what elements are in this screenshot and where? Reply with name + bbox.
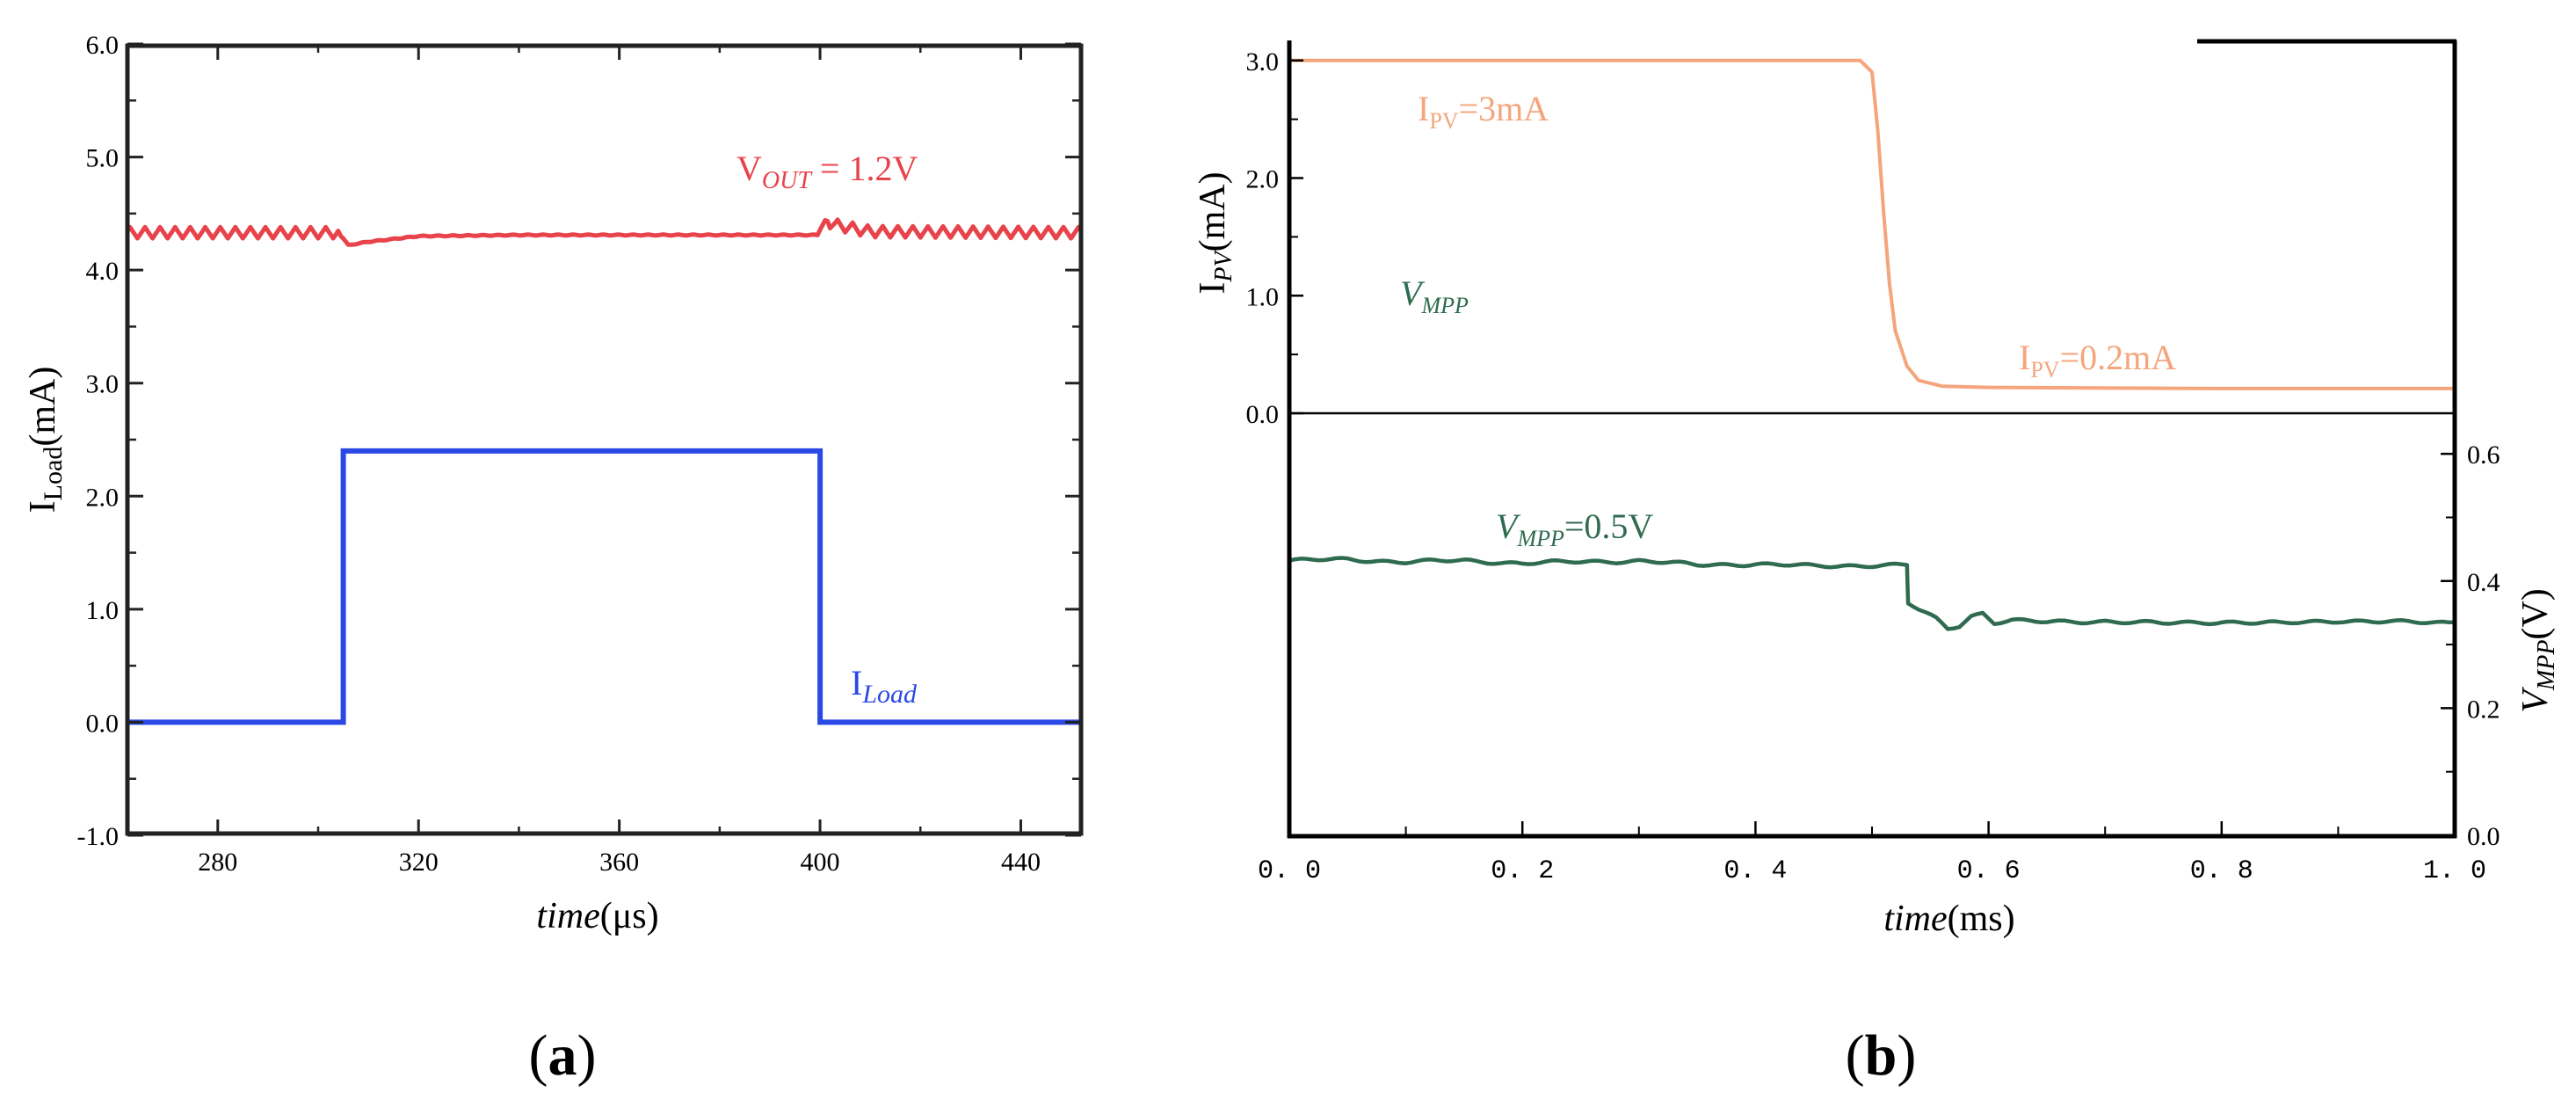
chart-b-plot: [1288, 58, 2455, 631]
chart-b-x-tick-label: 0. 6: [1957, 856, 2021, 886]
chart-b-x-axis-label: time(ms): [1883, 899, 2014, 939]
panel-b-label: (b): [1846, 1023, 1917, 1088]
chart-b-x-tick-label: 0. 0: [1258, 856, 1321, 886]
chart-a-x-tick-label: 320: [399, 848, 439, 877]
chart-a-frame: [125, 43, 1084, 836]
chart-a-y-tick-label: 6.0: [86, 31, 120, 60]
vmpp-legend-annotation: VMPP: [1400, 273, 1469, 318]
chart-a-y-tick-label: 5.0: [86, 144, 120, 173]
chart-b-x-tick-label: 1. 0: [2423, 856, 2486, 886]
iload-annotation: ILoad: [851, 663, 918, 709]
chart-a-y-tick-label: 4.0: [86, 257, 120, 286]
chart-a-y-axis-label: ILoad(mA): [23, 367, 68, 513]
chart-a: -1.0 0.0 1.0 2.0 3.0 4.0 5.0 6.0 280 320 360 400 44…: [23, 31, 1084, 1088]
chart-b-x-ticks: 0. 0 0. 2 0. 4 0. 6 0. 8 1. 0: [1258, 821, 2486, 886]
chart-b-bottom-y-tick-label: 0.0: [2467, 822, 2500, 851]
chart-a-y-tick-label: 1.0: [86, 596, 120, 625]
chart-b-top-y-tick-label: 2.0: [1246, 165, 1280, 194]
ipv-low-annotation: IPV=0.2mA: [2019, 338, 2176, 382]
chart-b-bottom-y-tick-label: 0.6: [2467, 441, 2500, 470]
chart-b-bottom-y-axis-label: VMPP(V): [2515, 588, 2560, 713]
chart-b-top-y-tick-label: 0.0: [1246, 400, 1280, 429]
chart-a-x-tick-label: 280: [198, 848, 237, 877]
ipv-high-annotation: IPV=3mA: [1418, 89, 1549, 134]
chart-b-bottom-y-tick-label: 0.2: [2467, 695, 2500, 724]
chart-a-y-tick-label: 0.0: [86, 709, 120, 738]
chart-a-plot: [127, 217, 1081, 725]
iload-series-line: [127, 448, 1081, 725]
chart-b-bottom-y-tick-label: 0.4: [2467, 568, 2500, 597]
chart-b-x-tick-label: 0. 2: [1491, 856, 1554, 886]
chart-b-top-y-axis-label: IPV(mA): [1193, 171, 1237, 294]
chart-a-y-tick-label: 2.0: [86, 483, 120, 512]
chart-b-top-y-tick-label: 3.0: [1246, 47, 1280, 76]
chart-a-x-ticks: 280 320 360 400 440: [198, 44, 1041, 877]
chart-b-top-y-ticks: 0.0 1.0 2.0 3.0: [1246, 47, 1303, 429]
chart-a-x-tick-label: 440: [1001, 848, 1041, 877]
vout-annotation: VOUT = 1.2V: [737, 149, 918, 194]
chart-b-bottom-y-ticks: 0.0 0.2 0.4 0.6: [2441, 441, 2500, 851]
chart-b-x-tick-label: 0. 8: [2190, 856, 2253, 886]
vmpp-series-line: [1288, 556, 2455, 631]
chart-b: 0.01.02.03.0 0.00.20.40.6 0. 0 0. 2 0. 4 0.…: [1193, 39, 2560, 1088]
chart-a-y-ticks: -1.0 0.0 1.0 2.0 3.0 4.0 5.0 6.0: [77, 31, 1081, 851]
chart-a-y-tick-label: -1.0: [77, 822, 120, 851]
vmpp-value-annotation: VMPP=0.5V: [1496, 506, 1653, 551]
chart-a-x-tick-label: 360: [599, 848, 639, 877]
chart-a-x-axis-label: time(μs): [536, 896, 658, 936]
chart-b-x-tick-label: 0. 4: [1723, 856, 1787, 886]
chart-a-x-tick-label: 400: [801, 848, 840, 877]
chart-a-y-tick-label: 3.0: [86, 370, 120, 399]
chart-b-top-y-tick-label: 1.0: [1246, 282, 1280, 311]
panel-a-label: (a): [529, 1023, 597, 1088]
vout-series-line: [127, 217, 1081, 247]
ipv-series-line: [1289, 58, 2455, 390]
